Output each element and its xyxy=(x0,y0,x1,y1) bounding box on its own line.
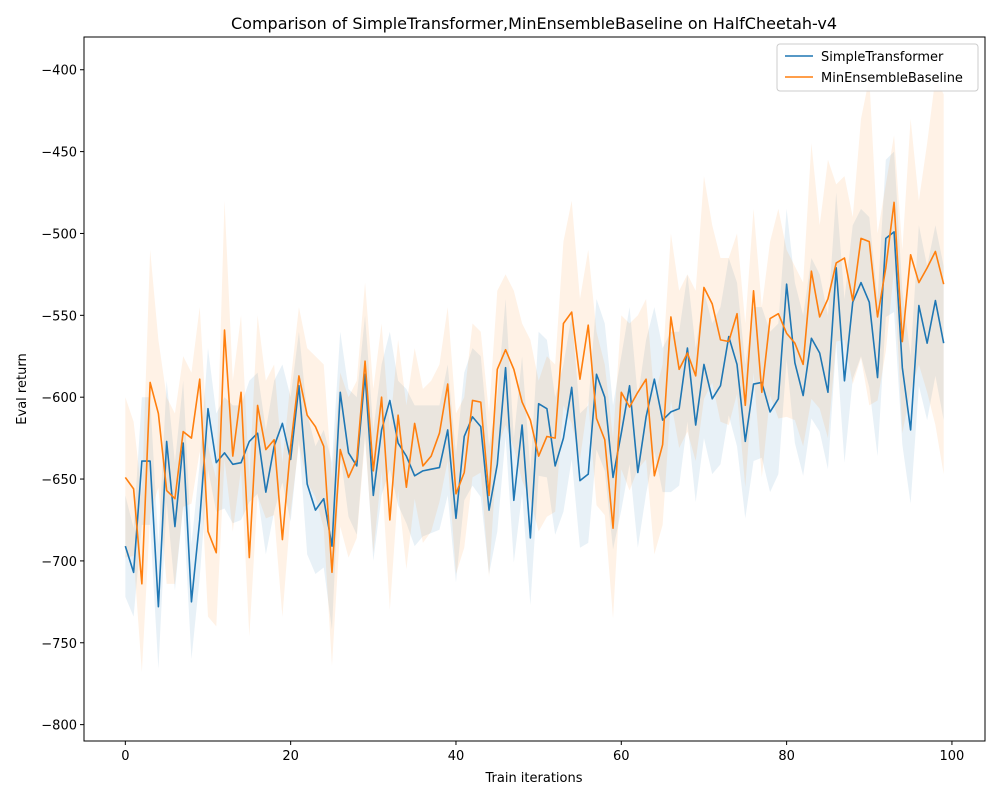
y-tick-label: −450 xyxy=(41,146,77,161)
y-tick-label: −750 xyxy=(41,637,77,652)
y-tick-label: −500 xyxy=(41,227,77,242)
legend: SimpleTransformer MinEnsembleBaseline xyxy=(776,43,979,92)
x-tick-label: 0 xyxy=(121,749,129,764)
x-tick-label: 60 xyxy=(613,749,630,764)
x-tick-label: 40 xyxy=(448,749,465,764)
y-tick-label: −550 xyxy=(41,309,77,324)
x-tick-label: 100 xyxy=(940,749,965,764)
legend-label-simpletransformer: SimpleTransformer xyxy=(821,50,944,65)
x-axis-ticks: 0 20 40 60 80 100 xyxy=(121,741,964,764)
series-lines xyxy=(124,201,945,608)
y-tick-label: −650 xyxy=(41,473,77,488)
band-minensemblebaseline xyxy=(125,77,944,673)
plot-area-frame xyxy=(83,36,986,742)
x-tick-label: 20 xyxy=(282,749,299,764)
series-line-minensemblebaseline xyxy=(124,201,945,585)
y-tick-label: −700 xyxy=(41,555,77,570)
y-tick-label: −600 xyxy=(41,391,77,406)
legend-label-minensemblebaseline: MinEnsembleBaseline xyxy=(821,71,963,86)
legend-box xyxy=(776,43,979,92)
y-axis-ticks: −800 −750 −700 −650 −600 −550 −500 −450 −400 xyxy=(41,64,84,734)
x-axis-label: Train iterations xyxy=(484,771,582,786)
y-axis-label: Eval return xyxy=(15,353,30,424)
chart-title: Comparison of SimpleTransformer,MinEnsem… xyxy=(231,14,837,33)
y-tick-label: −400 xyxy=(41,64,77,79)
y-tick-label: −800 xyxy=(41,719,77,734)
series-line-simpletransformer xyxy=(124,231,945,608)
x-tick-label: 80 xyxy=(778,749,795,764)
